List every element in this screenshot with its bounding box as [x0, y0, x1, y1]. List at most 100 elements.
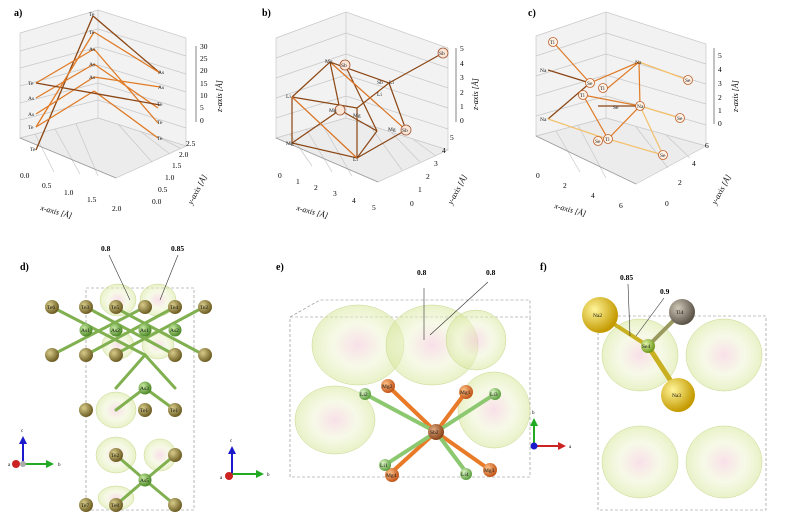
axis-label-a: a: [220, 476, 223, 481]
z-tick: 5: [460, 44, 464, 53]
atom-te: [109, 348, 123, 362]
panel-b-z-ticks: 5 4 3 2 1 0: [455, 44, 464, 125]
panel-d-atom: As3: [140, 386, 149, 392]
panel-d-atom: As2: [170, 328, 179, 334]
y-tick: 0: [665, 199, 669, 208]
panel-e-label: e): [276, 262, 284, 273]
panel-c-zlabel: z-axis [Å]: [731, 80, 740, 113]
panel-a-label: a): [14, 8, 22, 19]
panel-c-bonds: [547, 41, 689, 156]
x-tick: 0.5: [42, 181, 52, 190]
z-tick: 30: [200, 42, 208, 51]
atom-na: [661, 378, 695, 412]
axis-label-b: b: [532, 411, 535, 416]
x-tick: 3: [333, 189, 337, 198]
panel-f-axis-triad: b a: [530, 411, 572, 450]
panel-d-atom: Te7: [81, 503, 89, 509]
panel-b-atom: Mg: [329, 108, 337, 114]
panel-a-atom: Te: [28, 125, 34, 131]
atom-na: [582, 297, 618, 333]
y-tick: 0.0: [152, 197, 162, 206]
panel-b-atom: Mg: [286, 141, 294, 147]
atom-se: [675, 113, 685, 123]
panel-b: b) Sb Mg: [262, 8, 480, 220]
atom-na: [635, 101, 645, 111]
panel-f-atom-labels: Na2 Ti4 Se4 Na3: [593, 310, 684, 399]
y-tick: 6: [705, 141, 709, 150]
axis-label-c: c: [21, 429, 24, 434]
x-tick: 2.0: [112, 204, 122, 213]
y-tick: 3: [434, 159, 438, 168]
panel-c-atom: Se: [677, 116, 683, 122]
panel-c-atom: Na: [635, 60, 642, 66]
panel-f-atom: Na3: [672, 393, 681, 399]
panel-c-atom: Ti: [605, 137, 610, 143]
panel-a-atom: Te: [89, 30, 95, 36]
panel-c-ylabel: y-axis [Å]: [709, 173, 733, 207]
atom-sb: [437, 47, 449, 59]
y-tick: 2.0: [179, 150, 189, 159]
panel-e-atom-labels: Sb2 Mg2 Mg1 Mg3 Mg4 Li2 Li3 Li1 Li4: [360, 384, 498, 479]
panel-c-x-ticks: 0 2 4 6: [536, 171, 623, 210]
atom-ti: [548, 37, 558, 47]
atom-te: [198, 300, 212, 314]
panel-b-atoms: [334, 47, 449, 136]
atom-te: [198, 348, 212, 362]
panel-d-label: d): [20, 262, 29, 273]
z-tick: 4: [460, 59, 464, 68]
panel-a-atom: As: [89, 47, 95, 53]
z-tick: 1: [718, 106, 722, 115]
unit-cell: [597, 315, 767, 511]
panel-a-atom: Te: [157, 136, 163, 142]
panel-e-atom: Mg2: [382, 384, 393, 390]
atom-ti: [578, 90, 588, 100]
atom-mg: [459, 385, 473, 399]
panel-a-atom: As: [89, 75, 95, 81]
a-axis-marker: [225, 472, 233, 480]
panel-b-ylabel: y-axis [Å]: [445, 173, 469, 207]
atom-sb: [400, 124, 412, 136]
panel-c: c): [528, 8, 740, 218]
y-tick: 2.5: [186, 139, 196, 148]
panel-c-axes-box: [534, 11, 707, 185]
panel-d-atom: As2: [111, 328, 120, 334]
panel-b-atom: Sb: [439, 51, 445, 57]
panel-a-atom-labels: Te As As Te Te Te Te As As As As As Te T…: [28, 12, 164, 153]
x-tick: 1.5: [87, 195, 97, 204]
panel-c-atom: Na: [637, 104, 644, 110]
x-tick: 0.0: [20, 171, 30, 180]
atom-te: [79, 300, 93, 314]
atom-te: [79, 403, 93, 417]
z-tick: 20: [200, 66, 208, 75]
x-tick: 6: [619, 201, 623, 210]
panel-d-atom: Te2: [111, 453, 119, 459]
panel-d-atom: Te1: [140, 408, 148, 414]
panel-a-atom: Te: [89, 12, 95, 18]
panel-c-atom: Na: [540, 117, 547, 123]
panel-c-atom: Se: [660, 153, 666, 159]
panel-d-axis-triad: c b a: [8, 429, 61, 468]
atom-li: [489, 388, 501, 400]
panel-a-atom: As: [28, 112, 34, 118]
atom-te: [168, 498, 182, 512]
atom-ti: [598, 83, 608, 93]
axis-label-a: a: [569, 445, 572, 450]
panel-d-atom: As1: [81, 328, 90, 334]
panel-c-y-ticks: 0 2 4 6: [665, 141, 709, 208]
y-tick: 0: [410, 199, 414, 208]
atom-ti: [603, 134, 613, 144]
panel-c-atom: Ti: [580, 93, 585, 99]
atom-li: [379, 459, 391, 471]
c-axis-marker: [530, 442, 538, 450]
atom-te: [109, 300, 123, 314]
atom-te: [45, 348, 59, 362]
z-tick: 25: [200, 54, 208, 63]
y-tick: 1.5: [172, 161, 182, 170]
panel-f-label: f): [540, 262, 547, 273]
x-tick: 0: [536, 171, 540, 180]
panel-f-atom: Ti4: [676, 310, 684, 316]
isosurfaces: [601, 318, 763, 499]
a-axis-marker: [12, 460, 20, 468]
x-tick: 4: [591, 191, 595, 200]
